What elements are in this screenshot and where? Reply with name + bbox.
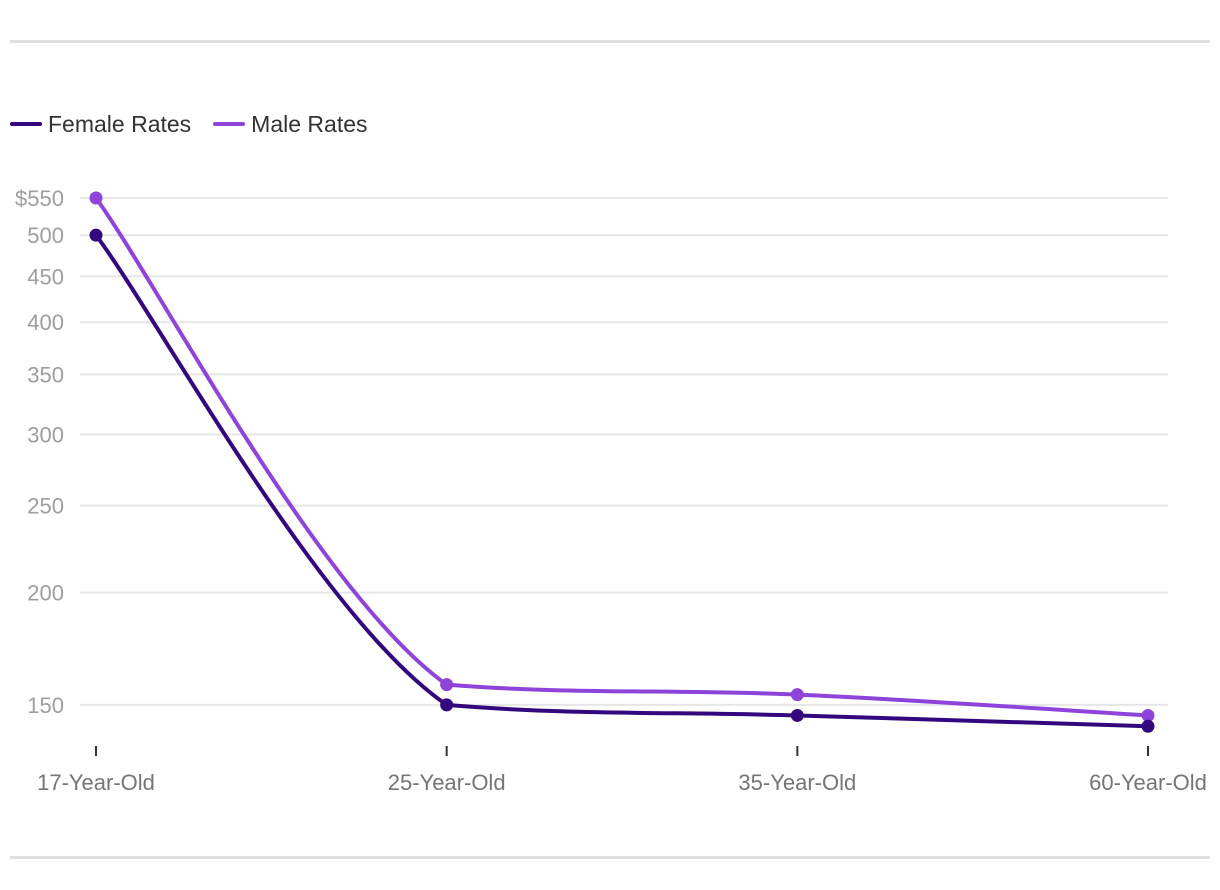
x-tick-label: 60-Year-Old xyxy=(1089,770,1207,795)
x-tick-label: 35-Year-Old xyxy=(738,770,856,795)
legend-label-female: Female Rates xyxy=(48,110,192,137)
series-line-male xyxy=(94,196,1150,718)
y-tick-label: 500 xyxy=(27,223,64,248)
data-point-female xyxy=(89,228,103,242)
bottom-divider xyxy=(10,856,1210,859)
legend-swatch-female xyxy=(10,122,42,126)
data-point-female xyxy=(440,698,454,712)
chart-legend: Female Rates Male Rates xyxy=(10,110,390,138)
y-tick-label: 450 xyxy=(27,264,64,289)
legend-item-female[interactable]: Female Rates xyxy=(10,111,191,138)
y-tick-label: 200 xyxy=(27,581,64,606)
legend-item-male[interactable]: Male Rates xyxy=(213,110,368,138)
data-point-female xyxy=(1141,719,1155,733)
legend-swatch-male xyxy=(213,122,246,126)
top-divider xyxy=(10,40,1210,43)
y-tick-label: 350 xyxy=(27,362,64,387)
y-tick-label: 300 xyxy=(27,422,64,447)
data-point-male xyxy=(89,191,103,205)
legend-label-male: Male Rates xyxy=(251,110,368,137)
data-point-male xyxy=(1141,708,1155,722)
series-line-female xyxy=(94,233,1150,729)
x-tick-label: 25-Year-Old xyxy=(388,770,506,795)
data-point-male xyxy=(440,678,454,692)
y-tick-label: $550 xyxy=(15,186,64,211)
y-tick-label: 400 xyxy=(27,310,64,335)
data-point-male xyxy=(790,688,804,702)
y-tick-label: 150 xyxy=(27,693,64,718)
data-point-female xyxy=(790,708,804,722)
y-tick-label: 250 xyxy=(27,494,64,519)
x-tick-label: 17-Year-Old xyxy=(37,770,155,795)
